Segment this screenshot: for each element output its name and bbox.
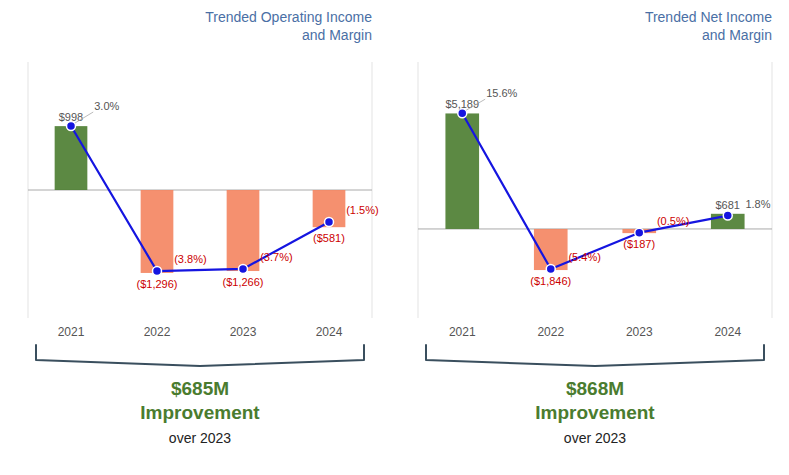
bar-value-label: ($1,266)	[223, 276, 264, 288]
margin-label: 15.6%	[486, 87, 517, 99]
margin-label: 1.8%	[745, 198, 770, 210]
bar	[141, 190, 174, 273]
bar	[445, 113, 479, 229]
margin-label: (0.5%)	[657, 215, 689, 227]
margin-label: (5.4%)	[568, 251, 600, 263]
chart-title: Trended Operating Incomeand Margin	[205, 9, 372, 43]
line-marker	[153, 267, 162, 276]
bar	[55, 126, 88, 190]
annotation: Improvement	[140, 402, 260, 423]
line	[462, 113, 728, 269]
x-tick-label: 2023	[230, 325, 257, 339]
x-tick-label: 2021	[449, 325, 476, 339]
plot-marks	[418, 109, 772, 274]
data-labels: $5,189 ($1,846) ($187) $681 15.6% (5.4%) (0.5%…	[445, 87, 770, 287]
annotation: over 2023	[169, 430, 231, 446]
y2-axis-line	[772, 62, 773, 318]
bar-value-label: $681	[716, 199, 740, 211]
bracket	[426, 345, 764, 366]
bar-value-label: ($187)	[623, 238, 655, 250]
data-labels: $998 ($1,296) ($1,266) ($581) 3.0% (3.8%) (3.7…	[59, 100, 379, 290]
plot-marks	[28, 122, 372, 276]
line-marker	[325, 218, 334, 227]
y-axis-line	[418, 62, 419, 318]
panel: Trended Operating Incomeand Margin $998 ($…	[28, 9, 379, 446]
bar-value-label: ($1,846)	[530, 275, 571, 287]
panel: Trended Net Incomeand Margin $5,189 ($1,84…	[418, 9, 772, 446]
x-tick-label: 2024	[714, 325, 741, 339]
annotation: $868M	[566, 378, 624, 399]
bracket	[36, 345, 364, 366]
label-connector	[466, 99, 485, 110]
bar	[227, 190, 260, 271]
label-connector	[75, 112, 93, 123]
margin-label: (3.8%)	[174, 253, 206, 265]
bar-value-label: $998	[59, 111, 83, 123]
bar-value-label: ($1,296)	[137, 278, 178, 290]
bar	[313, 190, 346, 227]
bar-value-label: $5,189	[445, 98, 479, 110]
chart-container: Trended Operating Incomeand Margin $998 ($…	[0, 0, 789, 475]
bar-value-label: ($581)	[313, 232, 345, 244]
annotation: $685M	[171, 378, 229, 399]
x-tick-label: 2022	[144, 325, 171, 339]
margin-label: 3.0%	[94, 100, 119, 112]
chart-title: Trended Net Incomeand Margin	[645, 9, 772, 43]
annotation: Improvement	[535, 402, 655, 423]
line	[71, 126, 329, 271]
x-tick-label: 2021	[58, 325, 85, 339]
margin-label: (3.7%)	[260, 251, 292, 263]
line-marker	[546, 265, 555, 274]
x-tick-label: 2022	[537, 325, 564, 339]
line-marker	[723, 211, 732, 220]
chart-svg: Trended Operating Incomeand Margin $998 ($…	[0, 0, 789, 475]
margin-label: (1.5%)	[346, 204, 378, 216]
x-tick-label: 2024	[316, 325, 343, 339]
x-tick-label: 2023	[626, 325, 653, 339]
annotation: over 2023	[564, 430, 626, 446]
line-marker	[239, 264, 248, 273]
line-marker	[635, 228, 644, 237]
